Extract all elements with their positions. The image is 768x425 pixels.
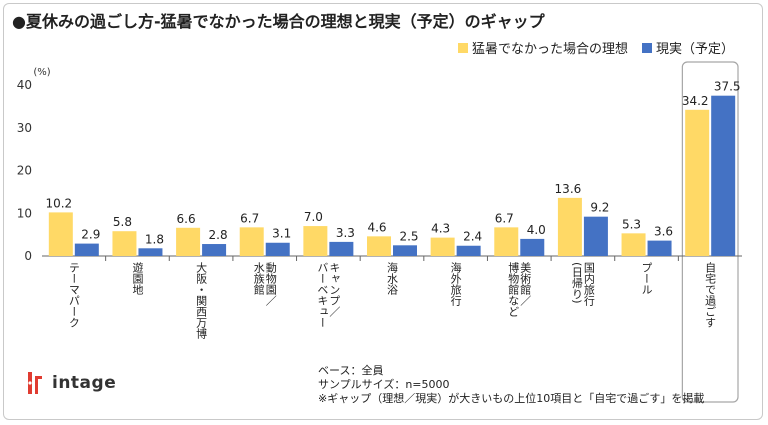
legend-item-ideal: 猛暑でなかった場合の理想: [457, 38, 628, 57]
data-label-ideal: 7.0: [304, 210, 323, 224]
x-tick-label: 動物園／: [264, 261, 277, 306]
x-tick-label: (日帰り): [570, 262, 583, 304]
data-label-actual: 2.9: [81, 228, 100, 242]
bar-ideal: [494, 227, 519, 256]
bar-ideal: [685, 109, 710, 256]
bar-ideal: [367, 236, 391, 256]
x-tick-label: 博物館など: [507, 262, 520, 317]
legend-label-ideal: 猛暑でなかった場合の理想: [471, 42, 628, 57]
x-tick-label: キャンプ／: [328, 262, 341, 317]
legend-item-actual: 現実（予定）: [641, 38, 734, 57]
bar-ideal: [176, 227, 201, 256]
y-tick-label: 20: [17, 164, 32, 178]
intage-logo: intage: [24, 370, 116, 396]
y-tick-label: 10: [17, 206, 32, 220]
bar-ideal: [112, 231, 137, 256]
intage-logo-icon: [28, 372, 42, 394]
data-label-actual: 3.6: [654, 225, 673, 239]
x-tick-label: 大阪・関西万博: [195, 261, 208, 340]
data-label-actual: 2.8: [209, 228, 228, 242]
data-label-ideal: 5.3: [622, 217, 641, 231]
data-label-actual: 1.8: [145, 232, 164, 246]
legend-label-actual: 現実（予定）: [655, 42, 734, 57]
y-tick-label: 40: [17, 78, 32, 92]
chart-title: ●夏休みの過ごし方-猛暑でなかった場合の理想と現実（予定）のギャップ: [12, 12, 545, 31]
bar-ideal: [621, 233, 646, 256]
y-tick-label: 30: [17, 121, 32, 135]
data-label-actual: 3.3: [336, 226, 355, 240]
data-label-ideal: 6.6: [177, 212, 196, 226]
bar-ideal: [239, 227, 264, 256]
data-label-actual: 9.2: [590, 201, 609, 215]
bar-actual: [138, 248, 163, 256]
bar-actual: [265, 242, 290, 256]
y-tick-label: 0: [24, 249, 32, 263]
x-tick-label: テーマパーク: [67, 262, 80, 328]
bar-actual: [520, 238, 545, 256]
x-tick-label: 海水浴: [386, 261, 399, 296]
bar-actual: [393, 245, 417, 256]
data-label-actual: 3.1: [272, 227, 291, 241]
intage-logo-text: intage: [52, 373, 117, 393]
data-label-actual: 37.5: [714, 80, 741, 94]
bar-actual: [329, 241, 354, 256]
bar-ideal: [430, 237, 455, 256]
x-tick-label: 美術館／: [519, 262, 532, 306]
footnote-note: ※ギャップ（理想／現実）が大きいもの上位10項目と「自宅で過ごす」を掲載: [318, 392, 705, 405]
data-label-actual: 4.0: [527, 223, 546, 237]
x-tick-label: 水族館: [252, 262, 265, 296]
x-tick-label: バーベキュー: [316, 262, 329, 328]
legend-swatch-ideal: [457, 42, 468, 53]
bar-actual: [456, 245, 481, 256]
bar-ideal: [48, 212, 73, 256]
data-label-ideal: 4.3: [431, 222, 450, 236]
data-label-ideal: 5.8: [113, 215, 132, 229]
data-label-ideal: 6.7: [495, 211, 514, 225]
data-label-ideal: 10.2: [45, 196, 72, 210]
footnote-base: ベース：全員: [318, 364, 384, 377]
data-label-ideal: 4.6: [367, 220, 386, 234]
highlight-box: [681, 61, 739, 403]
legend-swatch-actual: [641, 42, 652, 53]
bar-actual: [74, 243, 99, 256]
x-tick-label: プール: [640, 262, 653, 295]
chart-legend: 猛暑でなかった場合の理想 現実（予定）: [457, 38, 734, 57]
bar-actual: [583, 216, 608, 256]
data-label-ideal: 6.7: [240, 211, 259, 225]
bar-ideal: [303, 226, 328, 256]
footnote-sample: サンプルサイズ：n=5000: [318, 378, 450, 391]
data-label-actual: 2.5: [399, 229, 418, 243]
bar-ideal: [557, 197, 582, 256]
chart-footnote: ベース：全員 サンプルサイズ：n=5000 ※ギャップ（理想／現実）が大きいもの…: [318, 364, 704, 406]
data-label-ideal: 13.6: [555, 182, 582, 196]
chart-frame: [3, 3, 763, 420]
x-tick-label: 自宅で過ごす: [704, 262, 717, 328]
bar-actual: [711, 95, 736, 256]
data-label-ideal: 34.2: [682, 94, 709, 108]
bar-actual: [647, 240, 672, 256]
x-tick-label: 遊園地: [131, 261, 144, 295]
bar-actual: [202, 244, 227, 256]
x-tick-label: 国内旅行: [582, 262, 595, 307]
data-label-actual: 2.4: [463, 230, 482, 244]
x-tick-label: 海外旅行: [449, 261, 462, 307]
y-axis-unit: (%): [33, 67, 50, 78]
